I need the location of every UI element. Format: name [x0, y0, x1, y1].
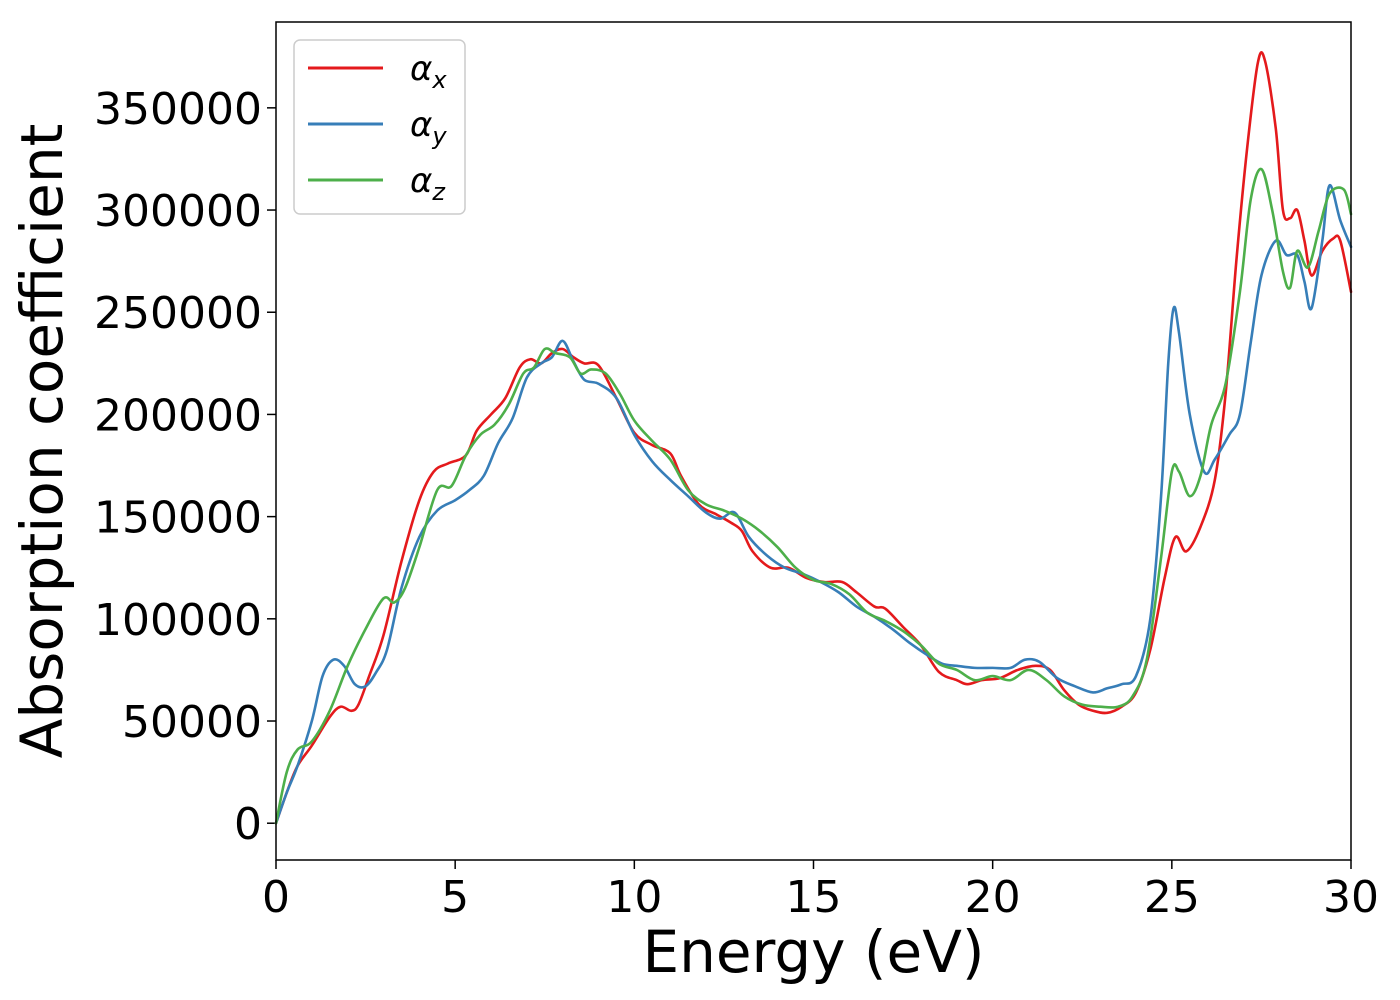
x-tick-label: 15: [786, 872, 842, 923]
y-tick-label: 200000: [94, 390, 262, 441]
x-tick-label: 0: [262, 872, 290, 923]
plot-frame: [275, 21, 1352, 861]
x-axis-title: Energy (eV): [642, 918, 984, 986]
series-line-y: [274, 184, 1353, 825]
x-tick-label: 30: [1323, 872, 1379, 923]
series-line-z: [274, 167, 1353, 825]
y-tick-label: 50000: [122, 697, 262, 748]
legend-label-x-main: α: [410, 49, 432, 89]
legend-label-y-main: α: [410, 105, 432, 145]
series-layer: [274, 50, 1353, 825]
y-tick-label: 250000: [94, 288, 262, 339]
legend-label-x: αx: [410, 49, 447, 94]
y-tick-label: 100000: [94, 595, 262, 646]
y-tick-label: 300000: [94, 186, 262, 237]
legend-box: [293, 39, 466, 215]
legend-label-z-sub: z: [431, 178, 446, 206]
legend-label-y-sub: y: [431, 122, 447, 150]
tick-layer: 0 5 10 15 20 25 30 0 50000 100000 150000 200000 2500…: [94, 84, 1379, 923]
y-axis-title: Absorption coefficient: [8, 124, 76, 759]
x-tick-label: 10: [606, 872, 662, 923]
x-tick-label: 20: [965, 872, 1021, 923]
y-tick-label: 350000: [94, 84, 262, 135]
legend-label-y: αy: [410, 105, 447, 150]
legend: αx αy αz: [293, 39, 466, 215]
legend-label-z-main: α: [410, 161, 432, 201]
x-tick-label: 5: [441, 872, 469, 923]
y-tick-label: 0: [234, 799, 262, 850]
x-tick-label: 25: [1144, 872, 1200, 923]
legend-label-z: αz: [410, 161, 446, 206]
y-tick-label: 150000: [94, 493, 262, 544]
series-line-x: [274, 50, 1353, 825]
legend-label-x-sub: x: [431, 66, 447, 94]
